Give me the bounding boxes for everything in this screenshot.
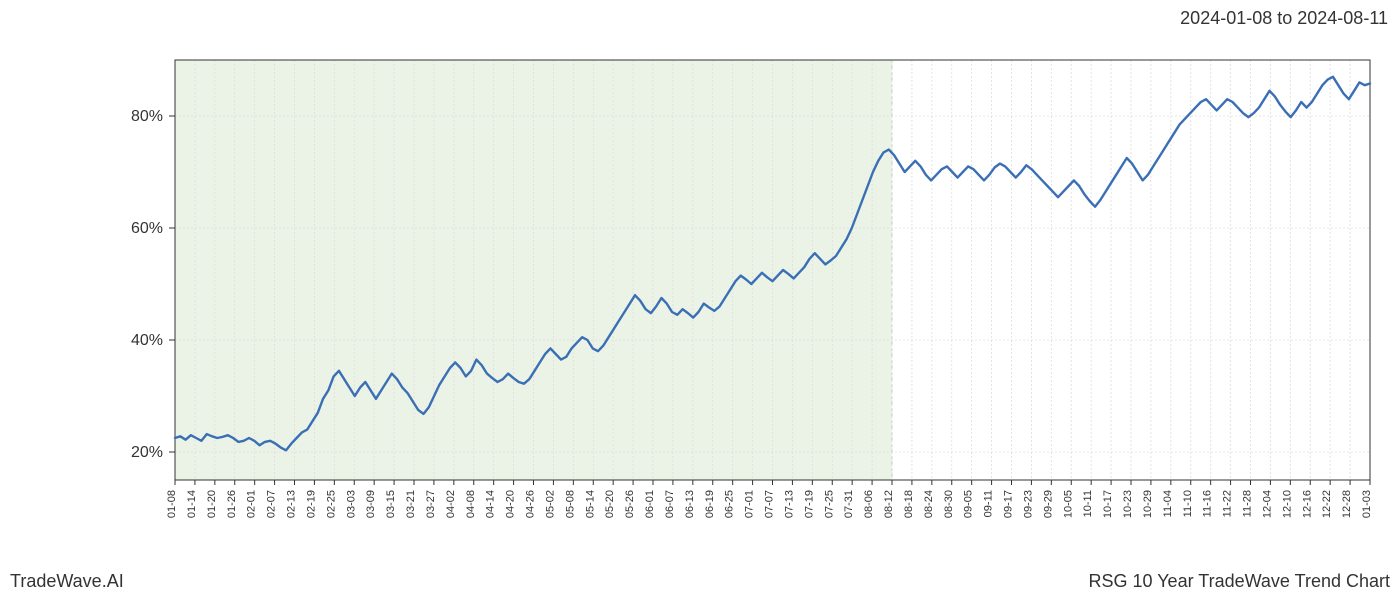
svg-text:07-07: 07-07 [764,490,776,518]
svg-text:01-08: 01-08 [166,490,178,518]
svg-text:02-07: 02-07 [266,490,278,518]
svg-text:03-15: 03-15 [385,490,397,518]
svg-text:12-04: 12-04 [1261,490,1273,518]
svg-text:06-19: 06-19 [704,490,716,518]
svg-text:09-23: 09-23 [1022,490,1034,518]
svg-text:10-17: 10-17 [1102,490,1114,518]
svg-text:12-10: 12-10 [1281,490,1293,518]
svg-text:05-26: 05-26 [624,490,636,518]
svg-text:11-28: 11-28 [1242,490,1254,517]
svg-text:07-13: 07-13 [783,490,795,518]
svg-text:03-09: 03-09 [365,490,377,518]
svg-text:40%: 40% [131,332,163,349]
svg-text:09-05: 09-05 [963,490,975,518]
svg-text:08-06: 08-06 [863,490,875,518]
svg-text:02-01: 02-01 [246,490,258,518]
svg-text:07-25: 07-25 [823,490,835,518]
svg-text:03-21: 03-21 [405,490,417,518]
svg-text:07-31: 07-31 [843,490,855,518]
trend-chart: 20% 40% 60% 80% 01-08 01-14 01-20 01-26 02-01 02-… [0,50,1400,530]
svg-text:07-19: 07-19 [803,490,815,518]
date-range-label: 2024-01-08 to 2024-08-11 [1180,8,1388,29]
svg-text:02-19: 02-19 [305,490,317,518]
svg-text:03-27: 03-27 [425,490,437,518]
svg-text:10-23: 10-23 [1122,490,1134,518]
svg-text:08-24: 08-24 [923,490,935,518]
svg-text:11-04: 11-04 [1162,490,1174,517]
svg-text:04-20: 04-20 [505,490,517,518]
svg-text:09-11: 09-11 [983,490,995,517]
svg-text:04-14: 04-14 [485,490,497,518]
svg-text:03-03: 03-03 [345,490,357,518]
svg-text:80%: 80% [131,108,163,125]
svg-text:04-26: 04-26 [525,490,537,518]
svg-text:11-10: 11-10 [1182,490,1194,517]
svg-text:02-13: 02-13 [286,490,298,518]
svg-text:06-01: 06-01 [644,490,656,518]
svg-text:11-16: 11-16 [1202,490,1214,517]
svg-text:06-13: 06-13 [684,490,696,518]
svg-text:11-22: 11-22 [1222,490,1234,517]
svg-text:20%: 20% [131,444,163,461]
svg-text:12-16: 12-16 [1301,490,1313,518]
svg-text:10-05: 10-05 [1062,490,1074,518]
svg-text:08-18: 08-18 [903,490,915,518]
svg-text:10-11: 10-11 [1082,490,1094,517]
svg-text:05-08: 05-08 [564,490,576,518]
svg-text:60%: 60% [131,220,163,237]
svg-text:04-02: 04-02 [445,490,457,518]
svg-text:08-12: 08-12 [883,490,895,518]
svg-text:01-26: 01-26 [226,490,238,518]
svg-text:12-28: 12-28 [1341,490,1353,518]
chart-title: RSG 10 Year TradeWave Trend Chart [1089,571,1391,592]
svg-text:10-29: 10-29 [1142,490,1154,518]
svg-text:12-22: 12-22 [1321,490,1333,518]
svg-text:05-20: 05-20 [604,490,616,518]
svg-text:01-14: 01-14 [186,490,198,518]
svg-text:06-07: 06-07 [664,490,676,518]
svg-text:02-25: 02-25 [325,490,337,518]
svg-text:05-02: 05-02 [544,490,556,518]
chart-container: 20% 40% 60% 80% 01-08 01-14 01-20 01-26 02-01 02-… [0,50,1400,530]
svg-text:01-20: 01-20 [206,490,218,518]
svg-text:05-14: 05-14 [584,490,596,518]
svg-text:06-25: 06-25 [724,490,736,518]
svg-text:07-01: 07-01 [744,490,756,518]
svg-text:01-03: 01-03 [1361,490,1373,518]
brand-label: TradeWave.AI [10,571,124,592]
svg-text:09-29: 09-29 [1042,490,1054,518]
svg-text:09-17: 09-17 [1003,490,1015,518]
svg-text:08-30: 08-30 [943,490,955,518]
svg-text:04-08: 04-08 [465,490,477,518]
